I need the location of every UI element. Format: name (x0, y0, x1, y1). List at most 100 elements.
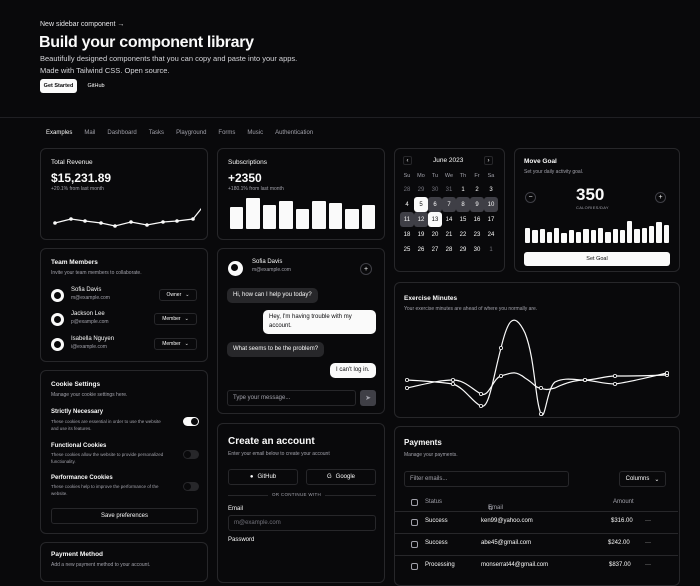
tab-music[interactable]: Music (247, 130, 264, 136)
calendar-day[interactable]: 3 (489, 186, 493, 193)
columns-button[interactable]: Columns ⌄ (619, 471, 666, 487)
calendar-day[interactable]: 4 (405, 201, 409, 208)
tab-playground[interactable]: Playground (176, 130, 207, 136)
calendar-day-selected[interactable]: 13 (428, 212, 442, 227)
calendar-day[interactable]: 6 (428, 197, 442, 212)
status-header: Status (425, 499, 443, 505)
announcement-link[interactable]: New sidebar component → (40, 21, 125, 28)
github-button[interactable]: GitHub (87, 83, 105, 89)
or-continue-label: OR CONTINUE WITH (268, 492, 326, 497)
strictly-necessary-toggle[interactable] (183, 417, 199, 426)
goal-bar (597, 228, 604, 243)
payment-method-title: Payment Method (51, 551, 104, 558)
performance-cookies-toggle[interactable] (183, 482, 199, 491)
table-header: Status Email ⇅ Amount (395, 493, 678, 514)
chevron-right-icon[interactable]: › (484, 156, 493, 165)
google-login-button[interactable]: G Google (306, 469, 376, 485)
calendar-day[interactable]: 23 (473, 231, 481, 238)
calendar-card: ‹ June 2023 › Su Mo Tu We Th Fr Sa 28 29… (394, 148, 505, 272)
more-icon[interactable]: ··· (645, 562, 651, 568)
calendar-day[interactable]: 18 (403, 231, 411, 238)
calendar-day[interactable]: 7 (442, 197, 456, 212)
weekday: Sa (487, 173, 495, 179)
row-amount: $837.00 (609, 562, 631, 568)
goal-bar (583, 229, 589, 243)
row-checkbox[interactable] (411, 519, 418, 526)
message-input[interactable]: Type your message... (227, 390, 356, 406)
calendar-day[interactable]: 24 (487, 231, 495, 238)
goal-bar (627, 221, 633, 243)
role-select[interactable]: Member ⌄ (154, 313, 197, 325)
calendar-day[interactable]: 20 (431, 231, 439, 238)
table-row[interactable]: Processing monserrat44@gmail.com $837.00… (395, 555, 678, 576)
role-select[interactable]: Member ⌄ (154, 338, 197, 350)
calendar-day[interactable]: 30 (431, 186, 439, 193)
subscriptions-card: Subscriptions +2350 +180.1% from last mo… (217, 148, 385, 240)
calendar-day[interactable]: 9 (470, 197, 484, 212)
functional-cookies-toggle[interactable] (183, 450, 199, 459)
minus-button[interactable]: − (525, 192, 536, 203)
amount-header: Amount (613, 499, 634, 505)
calendar-day[interactable]: 15 (459, 216, 467, 223)
calendar-day[interactable]: 8 (456, 197, 470, 212)
tab-authentication[interactable]: Authentication (275, 130, 314, 136)
calendar-day[interactable]: 1 (461, 186, 465, 193)
add-contact-button[interactable]: + (360, 263, 372, 275)
github-login-button[interactable]: ● GitHub (228, 469, 298, 485)
account-title: Create an account (228, 436, 315, 447)
calendar-day[interactable]: 28 (403, 186, 411, 193)
member-email: m@example.com (71, 295, 110, 301)
select-all-checkbox[interactable] (411, 499, 418, 506)
calendar-day[interactable]: 29 (459, 246, 467, 253)
calendar-day[interactable]: 30 (473, 246, 481, 253)
calendar-day[interactable]: 10 (484, 197, 498, 212)
cookie-subtitle: Manage your cookie settings here. (51, 392, 128, 398)
calendar-day[interactable]: 26 (417, 246, 425, 253)
row-checkbox[interactable] (411, 541, 418, 548)
calendar-day[interactable]: 21 (445, 231, 453, 238)
goal-value: 350 (576, 185, 605, 204)
calendar-day[interactable]: 27 (431, 246, 439, 253)
tab-examples[interactable]: Examples (46, 130, 73, 136)
calendar-day[interactable]: 19 (417, 231, 425, 238)
tab-mail[interactable]: Mail (84, 130, 96, 136)
chat-message: What seems to be the problem? (227, 342, 325, 357)
get-started-button[interactable]: Get Started (40, 79, 77, 93)
chevron-left-icon[interactable]: ‹ (403, 156, 412, 165)
calendar-day[interactable]: 28 (445, 246, 453, 253)
calendar-day[interactable]: 14 (445, 216, 453, 223)
hero-subtitle: Beautifully designed components that you… (40, 53, 340, 77)
tab-forms[interactable]: Forms (218, 130, 236, 136)
plus-button[interactable]: + (655, 192, 666, 203)
calendar-day[interactable]: 29 (417, 186, 425, 193)
table-row[interactable]: Success ken99@yahoo.com $316.00 ··· (395, 511, 678, 532)
goal-bar (546, 232, 553, 243)
email-field[interactable]: m@example.com (228, 515, 376, 531)
exercise-title: Exercise Minutes (404, 295, 458, 302)
calendar-day-selected[interactable]: 5 (414, 197, 428, 212)
goal-unit: CALORIES/DAY (576, 205, 609, 210)
save-preferences-button[interactable]: Save preferences (51, 508, 198, 524)
tab-dashboard[interactable]: Dashboard (107, 130, 137, 136)
calendar-day[interactable]: 12 (414, 212, 428, 227)
table-row[interactable]: Success abe45@gmail.com $242.00 ··· (395, 533, 678, 554)
member-email: p@example.com (71, 319, 109, 325)
filter-emails-input[interactable]: Filter emails... (404, 471, 569, 487)
calendar-day[interactable]: 1 (489, 246, 493, 253)
more-icon[interactable]: ··· (645, 518, 651, 524)
role-select[interactable]: Owner ⌄ (159, 289, 197, 301)
calendar-day[interactable]: 2 (475, 186, 479, 193)
calendar-day[interactable]: 17 (487, 216, 495, 223)
tab-tasks[interactable]: Tasks (148, 130, 165, 136)
calendar-day[interactable]: 11 (400, 212, 414, 227)
set-goal-button[interactable]: Set Goal (524, 252, 670, 266)
goal-bar (649, 226, 655, 243)
calendar-day[interactable]: 25 (403, 246, 411, 253)
calendar-day[interactable]: 16 (473, 216, 481, 223)
more-icon[interactable]: ··· (645, 540, 651, 546)
send-icon[interactable]: ➤ (360, 390, 376, 406)
row-email: ken99@yahoo.com (481, 518, 533, 524)
calendar-day[interactable]: 22 (459, 231, 467, 238)
row-email: monserrat44@gmail.com (481, 562, 549, 568)
calendar-day[interactable]: 31 (445, 186, 453, 193)
